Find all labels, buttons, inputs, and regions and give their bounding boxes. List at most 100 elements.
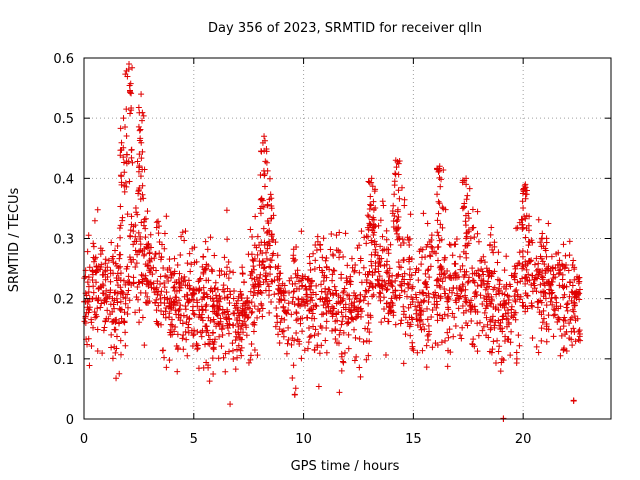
data-point: [194, 346, 201, 353]
data-point: [419, 246, 426, 253]
data-point: [388, 307, 395, 314]
data-point: [351, 306, 358, 313]
data-point: [96, 285, 103, 292]
data-point: [155, 302, 162, 309]
data-point: [492, 319, 499, 326]
data-point: [316, 242, 323, 249]
data-point: [372, 223, 379, 230]
data-point: [503, 253, 510, 260]
data-point: [252, 213, 259, 220]
data-point: [389, 210, 396, 217]
data-point: [416, 302, 423, 309]
data-point: [563, 261, 570, 268]
data-point: [459, 324, 466, 331]
data-point: [183, 319, 190, 326]
data-point: [258, 261, 265, 268]
data-point: [400, 257, 407, 264]
data-point: [400, 311, 407, 318]
data-point: [479, 278, 486, 285]
data-point: [450, 333, 457, 340]
data-point: [224, 236, 231, 243]
data-point: [306, 324, 313, 331]
data-point: [134, 158, 141, 165]
data-point: [136, 163, 143, 170]
data-point: [525, 238, 532, 245]
data-point: [209, 295, 216, 302]
data-point: [174, 368, 181, 375]
data-point: [232, 366, 239, 373]
data-point: [420, 290, 427, 297]
data-point: [250, 292, 257, 299]
data-point: [144, 278, 151, 285]
data-point: [542, 247, 549, 254]
data-point: [133, 294, 140, 301]
data-point: [202, 303, 209, 310]
data-point: [160, 311, 167, 318]
data-point: [437, 183, 444, 190]
data-point: [248, 268, 255, 275]
data-point: [479, 301, 486, 308]
data-point: [323, 318, 330, 325]
data-point: [575, 328, 582, 335]
data-point: [227, 401, 234, 408]
data-point: [464, 192, 471, 199]
data-point: [497, 368, 504, 375]
data-point: [183, 336, 190, 343]
data-point: [329, 327, 336, 334]
data-point: [115, 320, 122, 327]
data-point: [560, 284, 567, 291]
data-point: [304, 291, 311, 298]
data-point: [221, 294, 228, 301]
data-point: [320, 311, 327, 318]
data-point: [172, 307, 179, 314]
data-point: [207, 234, 214, 241]
data-point: [576, 333, 583, 340]
data-point: [195, 365, 202, 372]
data-point: [127, 80, 134, 87]
data-point: [446, 273, 453, 280]
data-point: [157, 280, 164, 287]
data-point: [214, 304, 221, 311]
data-point: [341, 349, 348, 356]
data-point: [104, 294, 111, 301]
data-point: [392, 157, 399, 164]
data-point: [159, 347, 166, 354]
data-point: [320, 302, 327, 309]
data-point: [396, 158, 403, 165]
data-point: [543, 321, 550, 328]
data-point: [168, 316, 175, 323]
data-point: [200, 294, 207, 301]
data-point: [477, 292, 484, 299]
data-point: [304, 300, 311, 307]
data-point: [128, 90, 135, 97]
data-point: [97, 304, 104, 311]
data-point: [289, 374, 296, 381]
data-point: [446, 241, 453, 248]
data-point: [250, 263, 257, 270]
data-point: [135, 229, 142, 236]
data-point: [163, 213, 170, 220]
data-point: [248, 275, 255, 282]
data-point: [400, 303, 407, 310]
data-point: [161, 230, 168, 237]
data-point: [116, 305, 123, 312]
data-point: [162, 308, 169, 315]
data-point: [367, 280, 374, 287]
data-point: [407, 211, 414, 218]
data-point: [548, 253, 555, 260]
data-point: [566, 279, 573, 286]
data-point: [323, 264, 330, 271]
data-point: [276, 287, 283, 294]
data-point: [348, 255, 355, 262]
data-point: [545, 220, 552, 227]
data-point: [325, 303, 332, 310]
data-point: [492, 304, 499, 311]
data-point: [450, 284, 457, 291]
data-point: [386, 265, 393, 272]
data-point: [521, 213, 528, 220]
data-point: [465, 274, 472, 281]
data-point: [290, 294, 297, 301]
x-tick-label: 0: [80, 432, 88, 447]
data-point: [345, 345, 352, 352]
data-point: [126, 87, 133, 94]
